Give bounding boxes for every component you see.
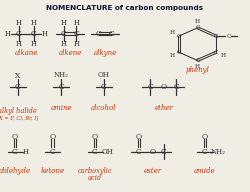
Text: C: C	[195, 25, 200, 30]
Text: H: H	[170, 53, 174, 58]
Text: OH: OH	[101, 148, 113, 156]
Text: NH₂: NH₂	[54, 71, 69, 79]
Text: C: C	[214, 50, 218, 55]
Text: C: C	[226, 33, 231, 39]
Text: H: H	[42, 30, 48, 38]
Text: H: H	[61, 19, 67, 27]
Text: C: C	[202, 148, 208, 156]
Text: aldehyde: aldehyde	[0, 167, 31, 175]
Text: H: H	[170, 30, 174, 35]
Text: O: O	[12, 133, 18, 141]
Text: C: C	[96, 30, 102, 38]
Text: O: O	[161, 83, 167, 91]
Text: alkane: alkane	[14, 49, 38, 57]
Text: C: C	[61, 30, 66, 38]
Text: alkyl halide: alkyl halide	[0, 107, 37, 115]
Text: O: O	[202, 133, 208, 141]
Text: H: H	[195, 64, 200, 69]
Text: H: H	[195, 19, 200, 24]
Text: H: H	[16, 40, 22, 48]
Text: H: H	[220, 53, 226, 58]
Text: C: C	[101, 83, 106, 91]
Text: H: H	[31, 40, 37, 48]
Text: H: H	[61, 40, 67, 48]
Text: C: C	[177, 33, 181, 39]
Text: H: H	[73, 40, 79, 48]
Text: phenyl: phenyl	[186, 66, 210, 74]
Text: H: H	[5, 30, 11, 38]
Text: C: C	[31, 30, 36, 38]
Text: OH: OH	[98, 71, 110, 79]
Text: amide: amide	[194, 167, 216, 175]
Text: C: C	[195, 58, 200, 63]
Text: C: C	[108, 30, 114, 38]
Text: O: O	[92, 133, 98, 141]
Text: ketone: ketone	[40, 167, 64, 175]
Text: NH₂: NH₂	[210, 148, 226, 156]
Text: amine: amine	[50, 104, 72, 113]
Text: C: C	[92, 148, 98, 156]
Text: H: H	[73, 19, 79, 27]
Text: C: C	[161, 148, 166, 156]
Text: ester: ester	[144, 167, 162, 175]
Text: (X = F, Cl, Br, I): (X = F, Cl, Br, I)	[0, 116, 38, 121]
Text: C: C	[50, 148, 56, 156]
Text: NOMENCLATURE of carbon compounds: NOMENCLATURE of carbon compounds	[46, 5, 203, 11]
Text: acid: acid	[88, 174, 102, 182]
Text: C: C	[147, 83, 153, 91]
Text: alkene: alkene	[58, 49, 82, 57]
Text: H: H	[23, 148, 29, 156]
Text: O: O	[150, 148, 156, 156]
Text: alcohol: alcohol	[91, 104, 116, 113]
Text: O: O	[136, 133, 142, 141]
Text: H: H	[16, 19, 22, 27]
Text: ether: ether	[154, 104, 173, 113]
Text: H: H	[31, 19, 37, 27]
Text: C: C	[12, 148, 18, 156]
Text: alkyne: alkyne	[94, 49, 116, 57]
Text: X: X	[15, 72, 20, 80]
Text: C: C	[174, 83, 179, 91]
Text: carboxylic: carboxylic	[78, 167, 112, 175]
Text: C: C	[214, 33, 218, 39]
Text: C: C	[14, 83, 20, 91]
Text: C: C	[74, 30, 79, 38]
Text: C: C	[136, 148, 141, 156]
Text: O: O	[50, 133, 56, 141]
Text: C: C	[58, 83, 64, 91]
Text: C: C	[177, 50, 181, 55]
Text: C: C	[16, 30, 22, 38]
